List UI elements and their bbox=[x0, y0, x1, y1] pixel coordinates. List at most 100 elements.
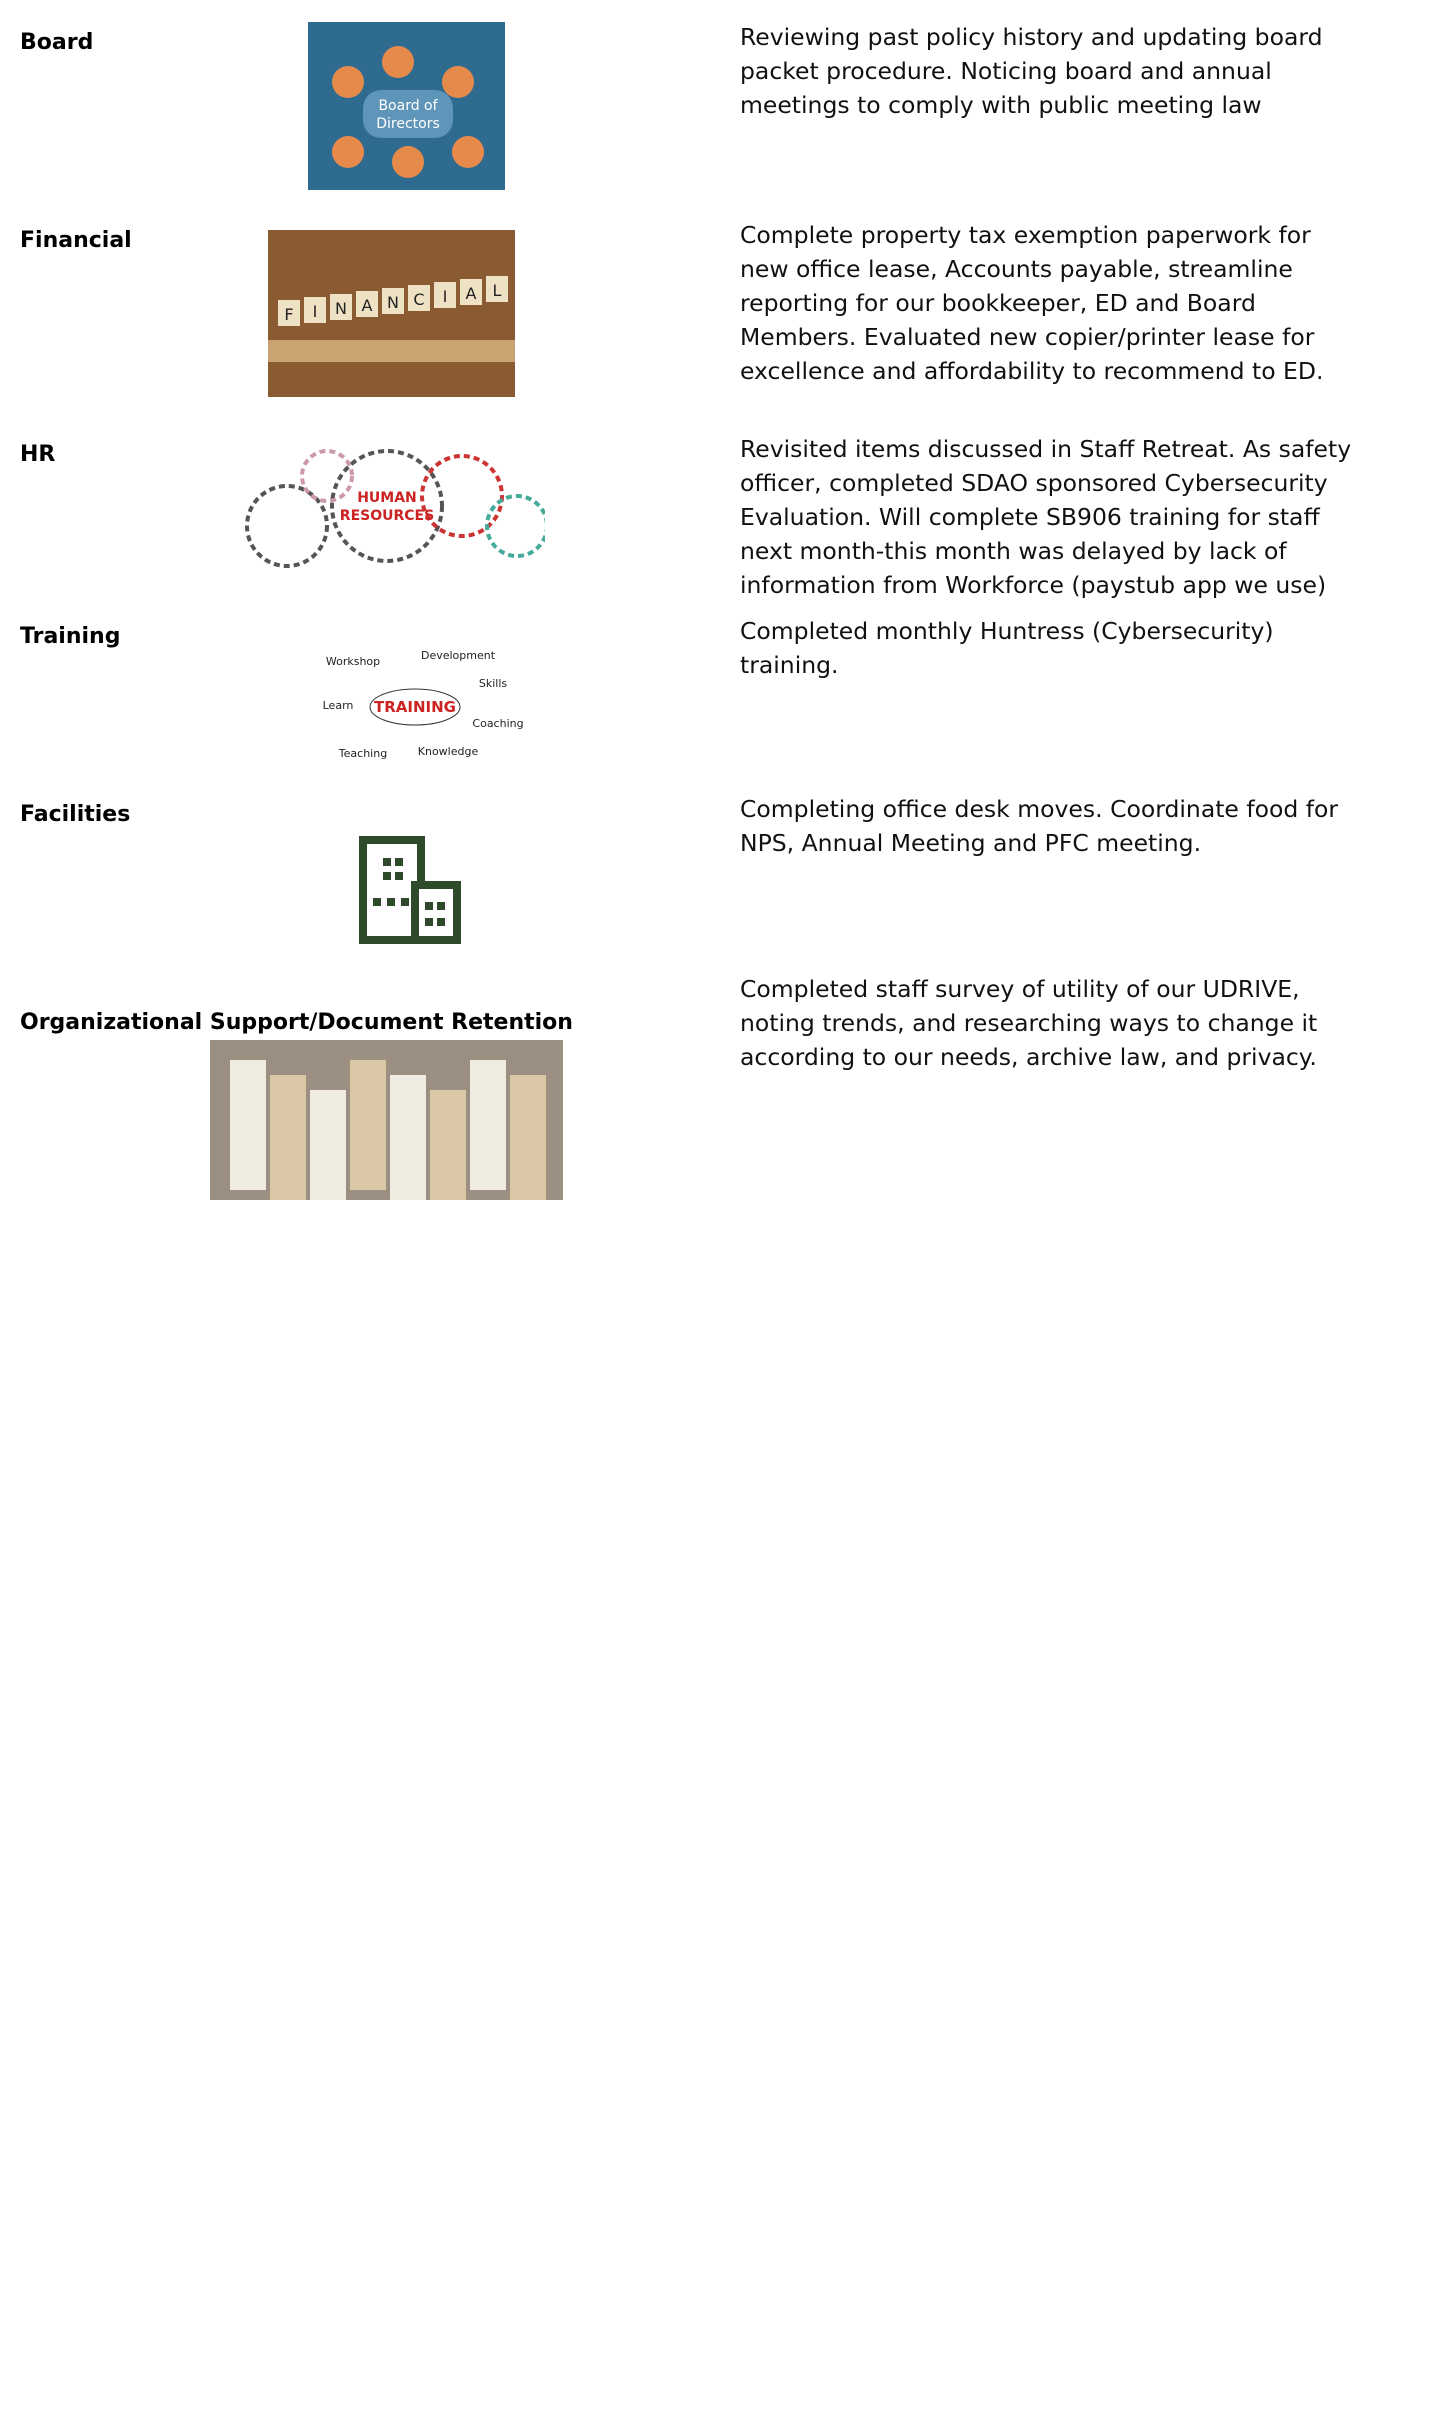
gear bbox=[485, 494, 545, 558]
description-line: Reviewing past policy history and updati… bbox=[740, 23, 1323, 51]
row-label: Training bbox=[20, 624, 121, 649]
page: Board Reviewing past policy history and u… bbox=[20, 20, 1351, 1200]
row-image: TRAINING Workshop Development Skills Learn Co… bbox=[308, 637, 523, 770]
description-line: officer, completed SDAO sponsored Cybers… bbox=[740, 469, 1328, 497]
description-line: Evaluation. Will complete SB906 training… bbox=[740, 503, 1320, 531]
image-text: Board of bbox=[378, 98, 438, 114]
description-line: excellence and affordability to recommen… bbox=[740, 357, 1324, 385]
window bbox=[425, 902, 433, 910]
description-line: Completed staff survey of utility of our… bbox=[740, 975, 1300, 1003]
row-image bbox=[210, 1040, 563, 1200]
description-line: meetings to comply with public meeting l… bbox=[740, 91, 1262, 119]
image-text: I bbox=[313, 302, 318, 321]
tile bbox=[330, 294, 352, 320]
cell bbox=[0, 1380, 722, 1560]
row-label: Financial bbox=[20, 228, 132, 253]
person bbox=[382, 46, 414, 78]
gear bbox=[330, 449, 444, 563]
image-text: Skills bbox=[479, 677, 508, 690]
image-text: L bbox=[493, 281, 502, 300]
window bbox=[395, 872, 403, 880]
folder bbox=[350, 1060, 386, 1190]
description-line: Revisited items discussed in Staff Retre… bbox=[740, 435, 1352, 463]
description: Reviewing past policy history and updati… bbox=[740, 20, 1323, 122]
tile bbox=[460, 279, 482, 305]
cloud bbox=[369, 688, 461, 726]
window bbox=[437, 918, 445, 926]
window bbox=[373, 898, 381, 906]
row-image: HUMAN RESOURCES bbox=[237, 436, 545, 588]
description: Revisited items discussed in Staff Retre… bbox=[740, 432, 1351, 602]
image-text: Knowledge bbox=[418, 745, 479, 758]
folder bbox=[390, 1075, 426, 1200]
description: Completed staff survey of utility of our… bbox=[740, 972, 1317, 1074]
row-label: Board bbox=[20, 30, 94, 55]
description-line: training. bbox=[740, 651, 839, 679]
image-text: N bbox=[335, 299, 347, 318]
description-line: according to our needs, archive law, and… bbox=[740, 1043, 1317, 1071]
row-label: Organizational Support/Document Retentio… bbox=[20, 1010, 573, 1035]
description: Completing office desk moves. Coordinate… bbox=[740, 792, 1338, 860]
description-line: new office lease, Accounts payable, stre… bbox=[740, 255, 1293, 283]
image-background bbox=[308, 637, 523, 770]
person bbox=[392, 146, 424, 178]
person bbox=[442, 66, 474, 98]
image-text: Teaching bbox=[338, 747, 387, 760]
description-line: packet procedure. Noticing board and ann… bbox=[740, 57, 1272, 85]
image-text: A bbox=[362, 296, 373, 315]
image-text: Directors bbox=[376, 116, 440, 132]
folder bbox=[430, 1090, 466, 1200]
cell bbox=[0, 1742, 722, 1924]
description-line: NPS, Annual Meeting and PFC meeting. bbox=[740, 829, 1202, 857]
row-image bbox=[335, 810, 473, 955]
tile bbox=[382, 288, 404, 314]
gear bbox=[300, 449, 354, 503]
gear bbox=[420, 454, 504, 538]
image-text: F bbox=[284, 305, 293, 324]
folder bbox=[270, 1075, 306, 1200]
tile bbox=[278, 300, 300, 326]
window bbox=[437, 902, 445, 910]
image-text: Coaching bbox=[472, 717, 523, 730]
cell bbox=[0, 2181, 722, 2426]
description-line: information from Workforce (paystub app … bbox=[740, 571, 1327, 599]
tile bbox=[356, 291, 378, 317]
tile bbox=[408, 285, 430, 311]
window bbox=[401, 898, 409, 906]
person bbox=[452, 136, 484, 168]
folder bbox=[310, 1090, 346, 1200]
folder bbox=[470, 1060, 506, 1190]
window bbox=[425, 918, 433, 926]
person bbox=[332, 136, 364, 168]
person bbox=[332, 66, 364, 98]
description-line: Completing office desk moves. Coordinate… bbox=[740, 795, 1339, 823]
cell bbox=[0, 1924, 727, 2181]
table-shape bbox=[363, 90, 453, 138]
window bbox=[387, 898, 395, 906]
tile bbox=[304, 297, 326, 323]
image-text: HUMAN bbox=[357, 490, 417, 506]
gear bbox=[245, 484, 329, 568]
image-text: N bbox=[387, 293, 399, 312]
row-label: Facilities bbox=[20, 802, 131, 827]
image-text: C bbox=[413, 290, 424, 309]
description: Complete property tax exemption paperwor… bbox=[740, 218, 1323, 388]
image-text: Development bbox=[421, 649, 496, 662]
image-text: Workshop bbox=[326, 655, 380, 668]
folder bbox=[230, 1060, 266, 1190]
description-line: Completed monthly Huntress (Cybersecurit… bbox=[740, 617, 1274, 645]
row-label: HR bbox=[20, 442, 56, 467]
building bbox=[411, 881, 461, 944]
description-line: noting trends, and researching ways to c… bbox=[740, 1009, 1318, 1037]
folder bbox=[510, 1075, 546, 1200]
window bbox=[383, 858, 391, 866]
cell bbox=[0, 1200, 727, 1380]
image-text: Learn bbox=[323, 699, 354, 712]
image-text: RESOURCES bbox=[340, 508, 434, 524]
description-line: Members. Evaluated new copier/printer le… bbox=[740, 323, 1315, 351]
letter-rack bbox=[268, 340, 515, 362]
row-image: Board of Directors bbox=[308, 22, 505, 190]
description-line: Complete property tax exemption paperwor… bbox=[740, 221, 1311, 249]
description-line: next month-this month was delayed by lac… bbox=[740, 537, 1287, 565]
